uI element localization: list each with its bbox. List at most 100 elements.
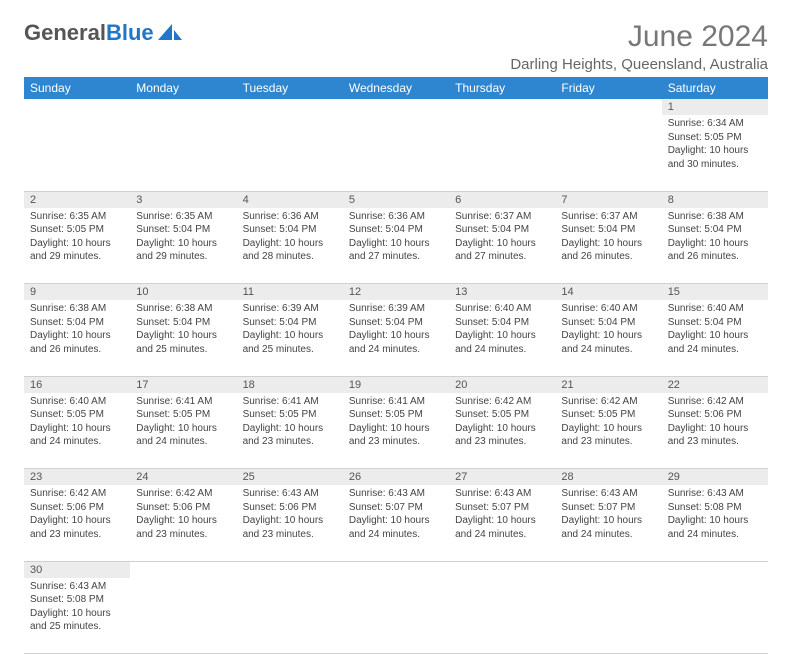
day-details: Sunrise: 6:43 AMSunset: 5:07 PMDaylight:… (343, 485, 449, 545)
empty-cell (449, 561, 555, 578)
day-details: Sunrise: 6:42 AMSunset: 5:05 PMDaylight:… (449, 393, 555, 453)
sunrise-line: Sunrise: 6:38 AM (30, 302, 124, 316)
empty-cell (237, 578, 343, 654)
weekday-header-row: Sunday Monday Tuesday Wednesday Thursday… (24, 77, 768, 99)
weekday-header: Saturday (662, 77, 768, 99)
empty-cell (343, 99, 449, 115)
day-number-cell: 4 (237, 191, 343, 208)
day-details: Sunrise: 6:39 AMSunset: 5:04 PMDaylight:… (343, 300, 449, 360)
daylight-line: Daylight: 10 hours and 24 minutes. (30, 422, 124, 449)
sunset-line: Sunset: 5:04 PM (668, 223, 762, 237)
empty-cell (130, 578, 236, 654)
day-number-cell: 23 (24, 469, 130, 486)
week-row: Sunrise: 6:42 AMSunset: 5:06 PMDaylight:… (24, 485, 768, 561)
day-details: Sunrise: 6:41 AMSunset: 5:05 PMDaylight:… (343, 393, 449, 453)
daylight-line: Daylight: 10 hours and 24 minutes. (136, 422, 230, 449)
sunset-line: Sunset: 5:05 PM (349, 408, 443, 422)
day-cell: Sunrise: 6:36 AMSunset: 5:04 PMDaylight:… (237, 208, 343, 284)
empty-cell (555, 115, 661, 191)
day-number: 10 (130, 284, 236, 300)
day-number: 20 (449, 377, 555, 393)
sunset-line: Sunset: 5:04 PM (455, 316, 549, 330)
day-details: Sunrise: 6:43 AMSunset: 5:08 PMDaylight:… (662, 485, 768, 545)
week-row: Sunrise: 6:34 AMSunset: 5:05 PMDaylight:… (24, 115, 768, 191)
empty-cell (662, 561, 768, 578)
day-number-cell: 22 (662, 376, 768, 393)
daynum-row: 2345678 (24, 191, 768, 208)
day-cell: Sunrise: 6:35 AMSunset: 5:05 PMDaylight:… (24, 208, 130, 284)
sunset-line: Sunset: 5:04 PM (30, 316, 124, 330)
week-row: Sunrise: 6:43 AMSunset: 5:08 PMDaylight:… (24, 578, 768, 654)
day-cell: Sunrise: 6:43 AMSunset: 5:06 PMDaylight:… (237, 485, 343, 561)
daylight-line: Daylight: 10 hours and 23 minutes. (136, 514, 230, 541)
day-number-cell: 25 (237, 469, 343, 486)
day-cell: Sunrise: 6:38 AMSunset: 5:04 PMDaylight:… (662, 208, 768, 284)
daylight-line: Daylight: 10 hours and 26 minutes. (30, 329, 124, 356)
day-number: 21 (555, 377, 661, 393)
daynum-row: 23242526272829 (24, 469, 768, 486)
empty-cell (24, 99, 130, 115)
day-cell: Sunrise: 6:42 AMSunset: 5:05 PMDaylight:… (555, 393, 661, 469)
empty-cell (449, 115, 555, 191)
daylight-line: Daylight: 10 hours and 29 minutes. (30, 237, 124, 264)
day-number: 17 (130, 377, 236, 393)
day-details: Sunrise: 6:42 AMSunset: 5:06 PMDaylight:… (24, 485, 130, 545)
sunset-line: Sunset: 5:07 PM (455, 501, 549, 515)
day-number-cell: 3 (130, 191, 236, 208)
daylight-line: Daylight: 10 hours and 25 minutes. (136, 329, 230, 356)
day-number-cell: 8 (662, 191, 768, 208)
sunrise-line: Sunrise: 6:43 AM (561, 487, 655, 501)
daynum-row: 16171819202122 (24, 376, 768, 393)
day-cell: Sunrise: 6:37 AMSunset: 5:04 PMDaylight:… (555, 208, 661, 284)
day-number: 23 (24, 469, 130, 485)
day-cell: Sunrise: 6:34 AMSunset: 5:05 PMDaylight:… (662, 115, 768, 191)
day-number-cell: 29 (662, 469, 768, 486)
day-number: 9 (24, 284, 130, 300)
sunset-line: Sunset: 5:04 PM (349, 223, 443, 237)
day-cell: Sunrise: 6:38 AMSunset: 5:04 PMDaylight:… (24, 300, 130, 376)
day-number-cell: 26 (343, 469, 449, 486)
day-number-cell: 7 (555, 191, 661, 208)
day-cell: Sunrise: 6:43 AMSunset: 5:08 PMDaylight:… (24, 578, 130, 654)
day-number: 18 (237, 377, 343, 393)
day-details: Sunrise: 6:38 AMSunset: 5:04 PMDaylight:… (24, 300, 130, 360)
sunrise-line: Sunrise: 6:40 AM (30, 395, 124, 409)
day-number: 22 (662, 377, 768, 393)
empty-cell (237, 115, 343, 191)
sunrise-line: Sunrise: 6:42 AM (668, 395, 762, 409)
day-details: Sunrise: 6:43 AMSunset: 5:07 PMDaylight:… (555, 485, 661, 545)
sunset-line: Sunset: 5:07 PM (349, 501, 443, 515)
day-number: 13 (449, 284, 555, 300)
day-number: 12 (343, 284, 449, 300)
sunrise-line: Sunrise: 6:40 AM (455, 302, 549, 316)
sunset-line: Sunset: 5:04 PM (349, 316, 443, 330)
daylight-line: Daylight: 10 hours and 24 minutes. (561, 514, 655, 541)
day-number: 6 (449, 192, 555, 208)
sunrise-line: Sunrise: 6:41 AM (349, 395, 443, 409)
day-details: Sunrise: 6:43 AMSunset: 5:08 PMDaylight:… (24, 578, 130, 638)
daylight-line: Daylight: 10 hours and 24 minutes. (455, 329, 549, 356)
sunset-line: Sunset: 5:06 PM (30, 501, 124, 515)
sunrise-line: Sunrise: 6:39 AM (349, 302, 443, 316)
sunrise-line: Sunrise: 6:42 AM (561, 395, 655, 409)
day-number: 29 (662, 469, 768, 485)
day-cell: Sunrise: 6:40 AMSunset: 5:04 PMDaylight:… (449, 300, 555, 376)
sunrise-line: Sunrise: 6:41 AM (243, 395, 337, 409)
sunset-line: Sunset: 5:04 PM (668, 316, 762, 330)
day-number: 3 (130, 192, 236, 208)
empty-cell (343, 578, 449, 654)
day-number-cell: 21 (555, 376, 661, 393)
day-number-cell: 24 (130, 469, 236, 486)
sunset-line: Sunset: 5:04 PM (561, 316, 655, 330)
day-number: 24 (130, 469, 236, 485)
daylight-line: Daylight: 10 hours and 27 minutes. (455, 237, 549, 264)
daylight-line: Daylight: 10 hours and 23 minutes. (455, 422, 549, 449)
day-cell: Sunrise: 6:40 AMSunset: 5:04 PMDaylight:… (662, 300, 768, 376)
day-details: Sunrise: 6:36 AMSunset: 5:04 PMDaylight:… (237, 208, 343, 268)
sunrise-line: Sunrise: 6:34 AM (668, 117, 762, 131)
day-number-cell: 6 (449, 191, 555, 208)
logo-text: GeneralBlue (24, 20, 154, 46)
sunrise-line: Sunrise: 6:37 AM (455, 210, 549, 224)
daynum-row: 9101112131415 (24, 284, 768, 301)
day-number: 16 (24, 377, 130, 393)
